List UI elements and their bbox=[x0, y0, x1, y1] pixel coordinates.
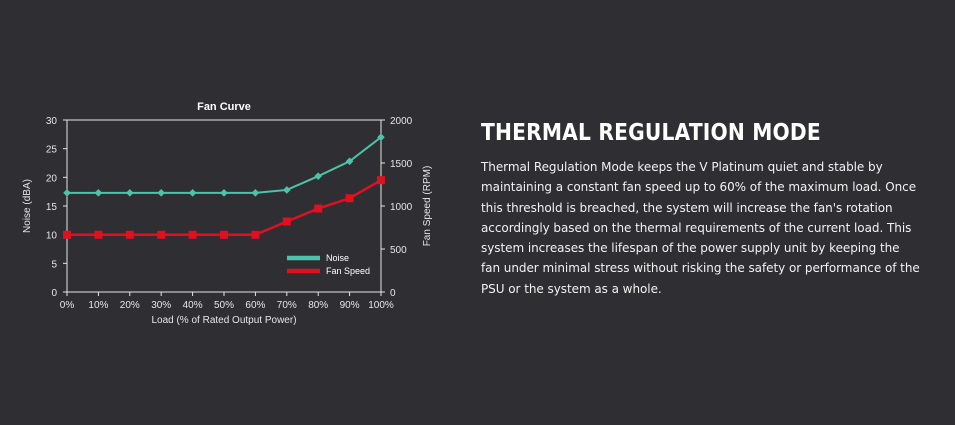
fan-speed-point bbox=[188, 230, 197, 239]
section-body: Thermal Regulation Mode keeps the V Plat… bbox=[481, 160, 920, 296]
x-tick-label: 80% bbox=[308, 300, 328, 311]
y-right-tick-label: 1500 bbox=[390, 159, 413, 170]
fan-curve-svg: Fan Curve 0 5 10 15 20 25 30 0 500 1000 1500 2000 0% 1… bbox=[22, 101, 433, 326]
x-tick-label: 60% bbox=[245, 300, 265, 311]
x-tick-label: 0% bbox=[60, 300, 75, 311]
x-tick-label: 100% bbox=[368, 300, 394, 311]
fan-speed-legend-label: Fan Speed bbox=[326, 266, 370, 276]
x-tick-label: 50% bbox=[214, 300, 234, 311]
noise-point bbox=[63, 189, 71, 197]
noise-point bbox=[283, 186, 291, 194]
fan-speed-point bbox=[157, 230, 166, 239]
fan-speed-point bbox=[63, 230, 71, 239]
noise-point bbox=[126, 189, 134, 197]
y-left-tick-label: 15 bbox=[46, 202, 58, 213]
noise-line bbox=[67, 136, 382, 194]
noise-point bbox=[377, 133, 385, 141]
fan-speed-line bbox=[67, 179, 382, 237]
fan-curve-chart: Fan Curve 0 5 10 15 20 25 30 0 500 1000 1500 2000 0% 1… bbox=[0, 0, 440, 425]
y-right-tick-label: 2000 bbox=[390, 116, 413, 127]
y-left-tick-label: 10 bbox=[46, 231, 58, 242]
y-left-tick-label: 25 bbox=[46, 145, 58, 156]
x-tick-label: 90% bbox=[340, 300, 360, 311]
description-panel: THERMAL REGULATION MODE Thermal Regulati… bbox=[481, 120, 921, 299]
y-left-tick-label: 20 bbox=[46, 173, 58, 184]
fan-speed-point bbox=[345, 194, 354, 203]
fan-speed-point bbox=[377, 176, 385, 185]
fan-speed-point bbox=[94, 230, 103, 239]
y-left-axis-title: Noise (dBA) bbox=[22, 179, 33, 233]
noise-point bbox=[220, 189, 228, 197]
noise-legend-label: Noise bbox=[326, 253, 349, 263]
noise-point bbox=[314, 172, 322, 180]
y-right-tick-label: 0 bbox=[390, 288, 396, 299]
y-left-tick-label: 30 bbox=[46, 116, 58, 127]
chart-title: Fan Curve bbox=[197, 101, 251, 113]
fan-speed-point bbox=[314, 204, 323, 213]
noise-point bbox=[157, 189, 165, 197]
y-left-tick-label: 5 bbox=[51, 259, 57, 270]
y-right-tick-label: 1000 bbox=[390, 202, 413, 213]
noise-point bbox=[188, 189, 197, 197]
section-heading: THERMAL REGULATION MODE bbox=[481, 120, 821, 146]
noise-point bbox=[251, 189, 260, 197]
y-right-tick-label: 500 bbox=[390, 245, 407, 256]
y-left-tick-label: 0 bbox=[51, 288, 57, 299]
x-tick-label: 30% bbox=[151, 300, 171, 311]
noise-point bbox=[94, 189, 103, 197]
x-tick-label: 40% bbox=[183, 300, 203, 311]
x-tick-label: 20% bbox=[120, 300, 140, 311]
noise-point bbox=[345, 157, 354, 166]
fan-speed-point bbox=[125, 230, 134, 239]
x-tick-label: 70% bbox=[277, 300, 297, 311]
fan-speed-point bbox=[251, 230, 260, 239]
fan-speed-point bbox=[282, 217, 291, 226]
y-right-axis-title: Fan Speed (RPM) bbox=[422, 166, 433, 247]
x-axis-title: Load (% of Rated Output Power) bbox=[151, 315, 296, 326]
x-tick-label: 10% bbox=[88, 300, 108, 311]
fan-speed-point bbox=[220, 230, 228, 239]
